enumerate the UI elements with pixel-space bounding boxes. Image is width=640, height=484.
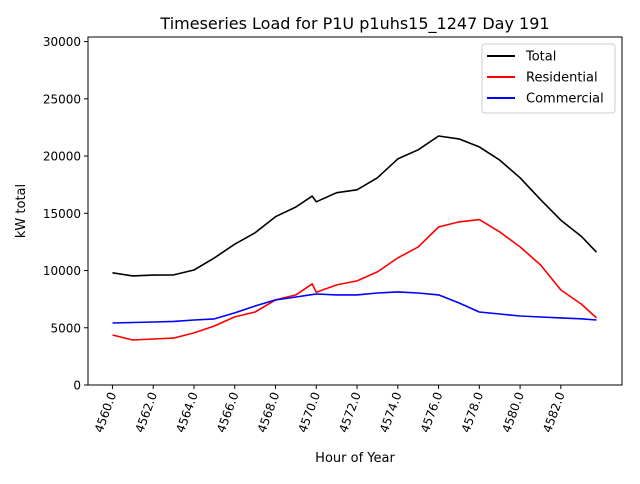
- x-axis-label: Hour of Year: [315, 451, 395, 466]
- x-tick-label: 4560.0: [92, 390, 120, 434]
- y-tick-label: 15000: [43, 207, 81, 221]
- series-line-commercial: [112, 291, 597, 324]
- x-tick-label: 4578.0: [459, 390, 487, 434]
- legend-label-commercial: Commercial: [526, 92, 604, 107]
- x-tick-label: 4570.0: [296, 390, 324, 434]
- y-tick-label: 0: [73, 379, 81, 393]
- x-tick-label: 4564.0: [173, 390, 201, 434]
- y-tick-label: 5000: [50, 321, 81, 335]
- legend: Total Residential Commercial: [481, 43, 616, 114]
- x-tick-label: 4574.0: [377, 390, 405, 434]
- x-tick-label: 4572.0: [336, 390, 364, 434]
- x-tick-label: 4562.0: [133, 390, 161, 434]
- chart-title: Timeseries Load for P1U p1uhs15_1247 Day…: [159, 14, 549, 34]
- y-tick-label: 20000: [43, 150, 81, 164]
- x-tick-label: 4580.0: [499, 390, 527, 434]
- series-line-total: [112, 135, 598, 277]
- x-tick-label: 4582.0: [540, 390, 568, 434]
- x-tick-label: 4566.0: [214, 390, 242, 434]
- legend-label-residential: Residential: [526, 71, 598, 86]
- y-axis-label: kW total: [14, 184, 29, 238]
- series-line-residential: [112, 218, 598, 341]
- y-tick-label: 30000: [43, 35, 81, 49]
- legend-label-total: Total: [525, 50, 556, 65]
- y-tick-label: 25000: [43, 92, 81, 106]
- x-tick-label: 4568.0: [255, 390, 283, 434]
- y-tick-label: 10000: [43, 264, 81, 278]
- plot-frame: [87, 36, 623, 386]
- x-tick-label: 4576.0: [418, 390, 446, 434]
